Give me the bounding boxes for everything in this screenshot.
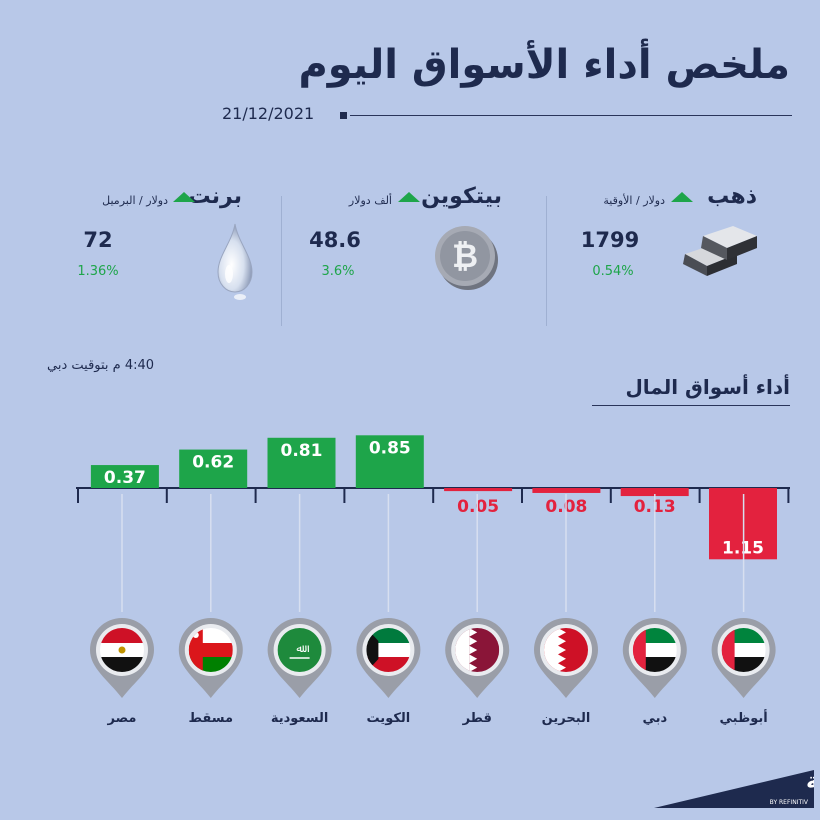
oil-drop-icon bbox=[217, 223, 253, 300]
flag-pin-oman bbox=[178, 618, 243, 698]
city-label: دبي bbox=[642, 711, 667, 726]
date-row: 21/12/2021 bbox=[222, 100, 792, 130]
bar-value-label: 0.62 bbox=[192, 453, 234, 473]
markets-title: أداء أسواق المال bbox=[625, 375, 790, 399]
commodity-unit: دولار / الأوقية bbox=[603, 194, 665, 207]
bar bbox=[179, 449, 248, 488]
flag-pin-saudi: ﷲ bbox=[267, 618, 332, 698]
date-divider bbox=[350, 115, 792, 116]
divider bbox=[281, 196, 282, 326]
commodity-value: 1799 bbox=[580, 228, 640, 252]
bar bbox=[444, 488, 513, 492]
brand-logo-text: زاوية bbox=[806, 769, 814, 794]
commodity-change: 0.54% bbox=[592, 264, 634, 279]
commodity-name: بيتكوين bbox=[421, 184, 502, 209]
bar-value-label: 0.81 bbox=[281, 441, 323, 461]
flag-pin-uae bbox=[622, 618, 687, 698]
bar-value-label: 0.85 bbox=[369, 438, 411, 458]
flag-pin-kuwait bbox=[356, 618, 421, 698]
commodity-bitcoin: بيتكوين ألف دولار 48.6 3.6% ₿ bbox=[290, 180, 520, 330]
bar bbox=[532, 488, 601, 493]
commodity-change: 1.36% bbox=[77, 264, 119, 279]
city-label: مصر bbox=[107, 711, 137, 726]
city-label: البحرين bbox=[542, 711, 591, 726]
commodity-value: 48.6 bbox=[309, 228, 361, 252]
arrow-up-icon bbox=[173, 192, 195, 202]
markets-bar-chart: 1.150.130.080.050.850.810.620.37 أبوظبيد… bbox=[76, 435, 790, 726]
market-time: 4:40 م بتوقيت دبي bbox=[47, 358, 155, 373]
svg-text:₿: ₿ bbox=[452, 237, 478, 275]
flag-pin-qatar bbox=[445, 618, 510, 698]
brand-byline: BY REFINITIV bbox=[770, 799, 809, 806]
arrow-up-icon bbox=[671, 192, 693, 202]
divider bbox=[546, 196, 547, 326]
bitcoin-icon: ₿ bbox=[435, 226, 498, 290]
commodity-change: 3.6% bbox=[321, 264, 355, 279]
bar-value-label: 0.05 bbox=[457, 497, 499, 517]
commodity-unit: ألف دولار bbox=[348, 194, 392, 207]
city-label: الكويت bbox=[367, 711, 411, 726]
flag-pin-uae bbox=[711, 618, 776, 698]
city-label: قطر bbox=[462, 711, 492, 726]
city-label: أبوظبي bbox=[719, 709, 767, 726]
markets-divider bbox=[592, 405, 790, 406]
bar bbox=[355, 435, 424, 488]
bar bbox=[620, 488, 689, 497]
city-label: السعودية bbox=[271, 711, 329, 726]
city-label: مسقط bbox=[189, 711, 234, 726]
gold-bars-icon bbox=[683, 226, 757, 276]
commodity-brent: برنت دولار / البرميل 72 1.36% bbox=[30, 180, 260, 330]
page-title: ملخص أداء الأسواق اليوم bbox=[298, 42, 790, 88]
commodity-unit: دولار / البرميل bbox=[102, 194, 168, 207]
bar bbox=[90, 465, 159, 488]
flag-pin-egypt bbox=[90, 618, 154, 698]
bar bbox=[267, 437, 336, 488]
arrow-up-icon bbox=[398, 192, 420, 202]
report-date: 21/12/2021 bbox=[222, 104, 315, 123]
bar-value-label: 0.37 bbox=[104, 468, 146, 488]
commodity-value: 72 bbox=[83, 228, 113, 252]
flag-pin-bahrain bbox=[534, 618, 598, 698]
commodity-name: برنت bbox=[188, 184, 243, 209]
commodity-name: ذهب bbox=[707, 184, 757, 209]
commodity-gold: ذهب دولار / الأوقية 1799 0.54% bbox=[545, 180, 775, 330]
date-marker bbox=[340, 112, 347, 119]
zawya-logo: زاوية BY REFINITIV bbox=[654, 769, 814, 808]
